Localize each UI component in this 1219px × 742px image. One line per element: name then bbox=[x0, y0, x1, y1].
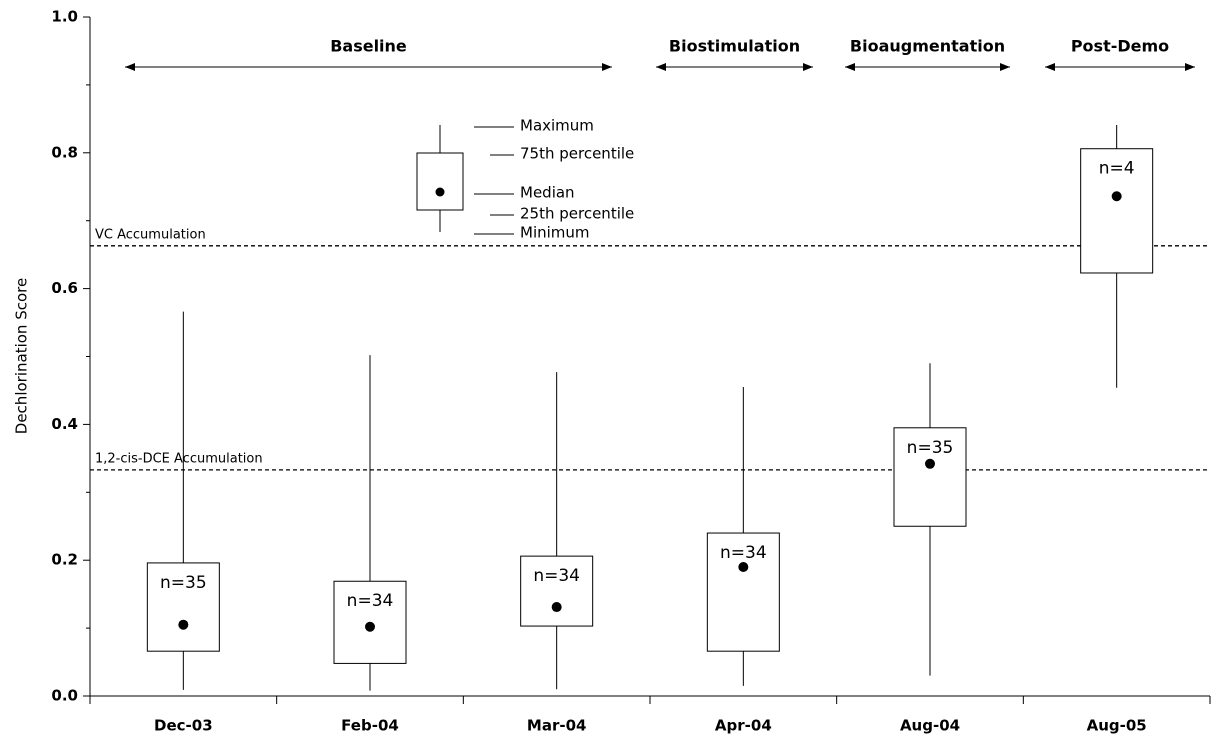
x-tick-label: Dec-03 bbox=[154, 717, 213, 735]
median-dot bbox=[551, 602, 562, 613]
median-dot bbox=[738, 561, 749, 572]
median-dot bbox=[925, 458, 935, 469]
box bbox=[1080, 148, 1154, 274]
median-dot bbox=[1111, 191, 1122, 202]
y-tick-label: 0.4 bbox=[51, 415, 78, 433]
n-label: n=34 bbox=[347, 591, 394, 611]
y-tick-label: 0.2 bbox=[51, 551, 78, 569]
median-dot bbox=[365, 621, 375, 632]
y-tick-label: 1.0 bbox=[51, 8, 78, 26]
n-label: n=34 bbox=[533, 566, 580, 586]
x-tick-label: Apr-04 bbox=[715, 717, 772, 735]
x-tick-label: Aug-05 bbox=[1087, 717, 1147, 735]
x-tick-label: Feb-04 bbox=[341, 717, 399, 735]
phase-label: Baseline bbox=[330, 37, 407, 56]
x-tick-label: Mar-04 bbox=[527, 717, 587, 735]
n-label: n=35 bbox=[907, 438, 954, 458]
y-tick-label: 0.0 bbox=[51, 687, 78, 705]
legend-box bbox=[416, 152, 464, 211]
y-tick-label: 0.8 bbox=[51, 143, 78, 161]
x-tick-label: Aug-04 bbox=[900, 717, 960, 735]
legend-label: 75th percentile bbox=[520, 145, 634, 163]
legend-dot bbox=[435, 187, 445, 197]
legend-label: Minimum bbox=[520, 224, 590, 242]
median-dot bbox=[178, 619, 189, 630]
phase-label: Biostimulation bbox=[669, 37, 800, 56]
box bbox=[146, 562, 220, 652]
y-tick-label: 0.6 bbox=[51, 279, 78, 297]
n-label: n=34 bbox=[720, 543, 767, 563]
phase-label: Bioaugmentation bbox=[850, 37, 1005, 56]
reference-label: VC Accumulation bbox=[95, 227, 206, 242]
n-label: n=4 bbox=[1099, 159, 1135, 179]
phase-label: Post-Demo bbox=[1071, 37, 1169, 56]
n-label: n=35 bbox=[160, 573, 207, 593]
box bbox=[706, 532, 780, 652]
reference-label: 1,2-cis-DCE Accumulation bbox=[95, 451, 263, 466]
legend-label: Median bbox=[520, 184, 575, 202]
legend-label: 25th percentile bbox=[520, 205, 634, 223]
legend-label: Maximum bbox=[520, 117, 594, 135]
box bbox=[893, 427, 967, 527]
box bbox=[520, 555, 594, 627]
y-axis-label: Dechlorination Score bbox=[13, 278, 31, 434]
